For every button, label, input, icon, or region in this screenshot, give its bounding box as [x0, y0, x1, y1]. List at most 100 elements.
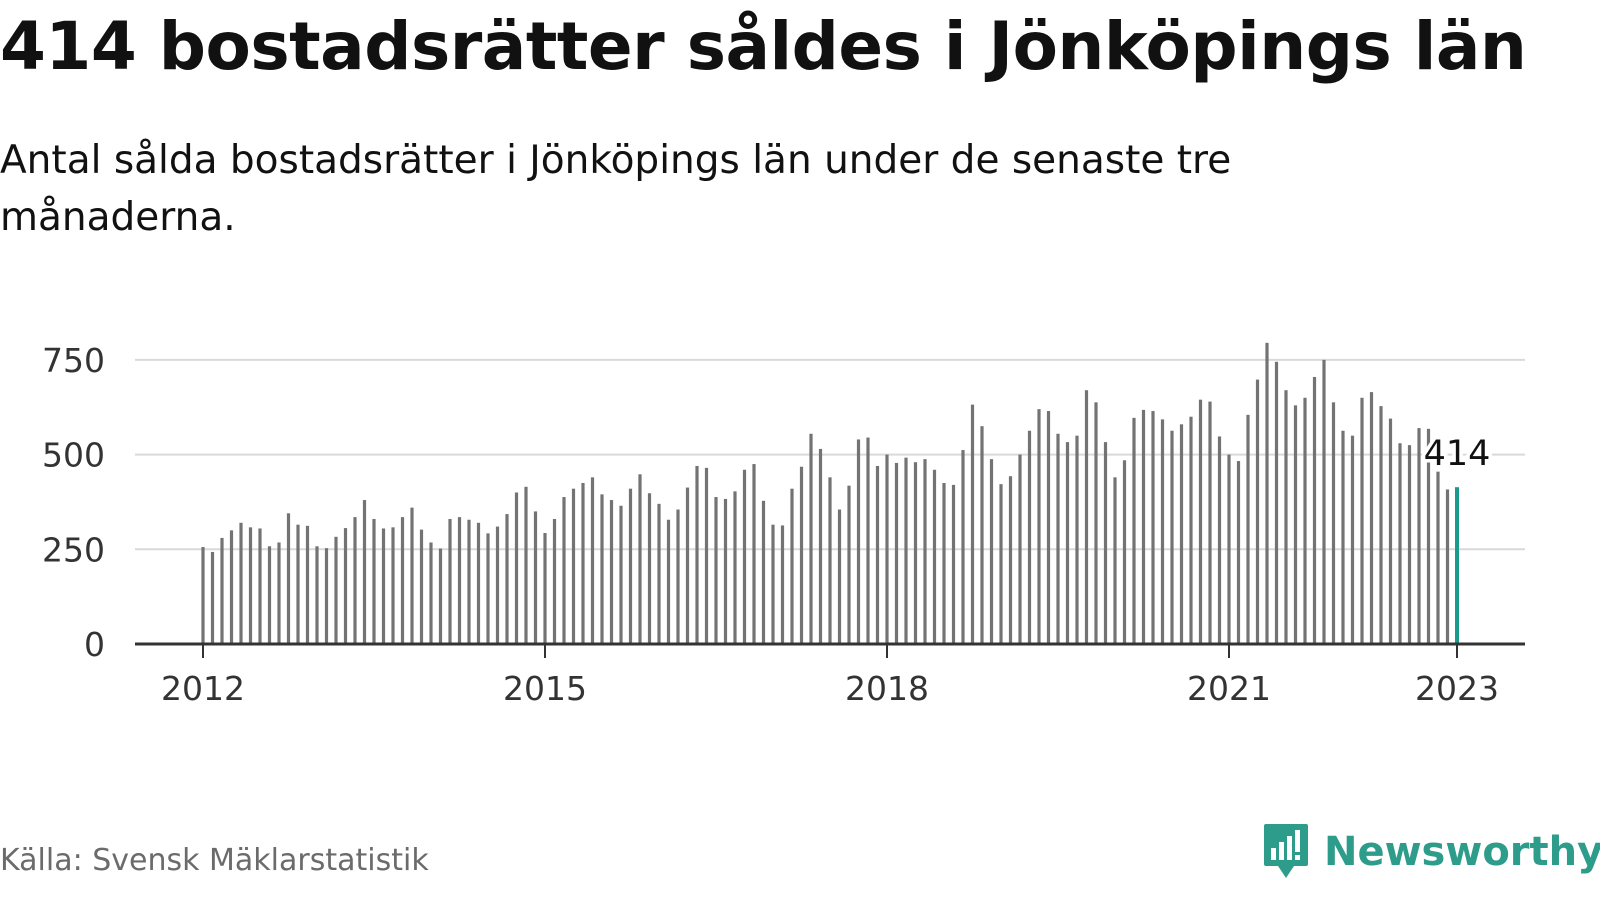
- bar: [533, 511, 538, 644]
- bar: [628, 488, 633, 644]
- bar: [742, 469, 747, 644]
- bar: [1341, 430, 1345, 644]
- bar: [923, 459, 927, 644]
- bar: [913, 462, 918, 644]
- bar: [391, 527, 395, 644]
- bar: [1189, 416, 1193, 644]
- bar: [1094, 402, 1098, 644]
- bar: [448, 518, 452, 644]
- bar: [704, 467, 709, 644]
- bar: [410, 507, 414, 644]
- bar: [999, 484, 1003, 644]
- bar: [581, 483, 585, 644]
- bar: [828, 477, 832, 644]
- bar: [324, 548, 329, 644]
- bar: [305, 525, 310, 644]
- bar: [1122, 460, 1127, 644]
- bar: [552, 518, 557, 644]
- bar: [1198, 399, 1203, 644]
- x-tick-label: 2012: [161, 669, 245, 708]
- bar: [885, 454, 889, 644]
- bar: [267, 546, 272, 644]
- bar: [771, 524, 775, 644]
- bar: [1255, 379, 1260, 644]
- bar: [248, 527, 253, 644]
- bar: [609, 500, 614, 644]
- bar: [334, 536, 338, 644]
- bar: [343, 528, 348, 644]
- bar: [1246, 414, 1250, 644]
- bar: [590, 477, 595, 644]
- bar: [476, 522, 481, 644]
- bar: [1046, 411, 1051, 644]
- bar: [1103, 442, 1108, 644]
- bar: [1360, 397, 1364, 644]
- brand-logo: Newsworthy: [1262, 822, 1600, 882]
- bar: [1008, 476, 1013, 644]
- bar: [1170, 430, 1174, 644]
- bar: [676, 509, 680, 644]
- bar: [524, 486, 528, 644]
- bar: [1322, 359, 1326, 644]
- bar: [1037, 409, 1041, 644]
- bar: [486, 533, 490, 644]
- bar: [1084, 390, 1089, 644]
- bar: [1445, 489, 1450, 644]
- bar: [467, 519, 471, 644]
- bar: [315, 546, 319, 644]
- bar: [362, 500, 367, 644]
- bar: [866, 437, 870, 644]
- bar: [723, 498, 728, 644]
- bar: [1236, 461, 1241, 644]
- bar: [799, 466, 804, 644]
- bar: [761, 500, 766, 644]
- x-tick-label: 2021: [1187, 669, 1271, 708]
- bar: [419, 529, 424, 644]
- bar: [286, 513, 291, 644]
- bar: [457, 517, 462, 644]
- bar: [1227, 454, 1231, 644]
- bar: [685, 487, 690, 644]
- bar: [1179, 424, 1184, 644]
- bar: [942, 483, 946, 644]
- bar: [429, 542, 433, 644]
- bar: [239, 522, 243, 644]
- bar: [1132, 417, 1136, 644]
- bar: [1151, 411, 1155, 644]
- bar: [514, 492, 519, 644]
- bar: [1312, 376, 1317, 644]
- bar: [1056, 433, 1060, 644]
- bar: [695, 465, 699, 644]
- page-subtitle: Antal sålda bostadsrätter i Jönköpings l…: [0, 138, 1232, 240]
- bar: [220, 537, 224, 644]
- y-tick-label: 0: [84, 625, 105, 664]
- bar: [229, 530, 234, 644]
- bar: [543, 533, 547, 644]
- bar: [856, 439, 861, 644]
- bar: [1274, 361, 1279, 644]
- newsworthy-logo-icon: [1264, 824, 1308, 878]
- bar: [666, 519, 671, 644]
- bar: [1379, 406, 1383, 644]
- x-tick-label: 2018: [845, 669, 929, 708]
- bar: [1265, 342, 1269, 644]
- bar: [980, 426, 984, 644]
- bar: [1208, 401, 1212, 644]
- bar: [1426, 428, 1431, 644]
- bar: [353, 517, 357, 644]
- bar: [1407, 445, 1412, 644]
- bar: [932, 469, 937, 644]
- bar: [638, 474, 642, 644]
- bar: [961, 450, 965, 644]
- y-tick-label: 750: [42, 341, 105, 380]
- bar: [647, 493, 652, 644]
- bar: [1075, 435, 1079, 644]
- bar: [1398, 443, 1402, 644]
- bar: [733, 491, 737, 644]
- page-title: 414 bostadsrätter såldes i Jönköpings lä…: [0, 8, 1527, 85]
- bar: [400, 517, 405, 644]
- bar: [1417, 428, 1421, 644]
- bar: [1065, 442, 1070, 644]
- bar-chart: 0 250 500 750 2012 2015 2018 2021 2023 414: [42, 341, 1525, 708]
- bar: [562, 497, 566, 644]
